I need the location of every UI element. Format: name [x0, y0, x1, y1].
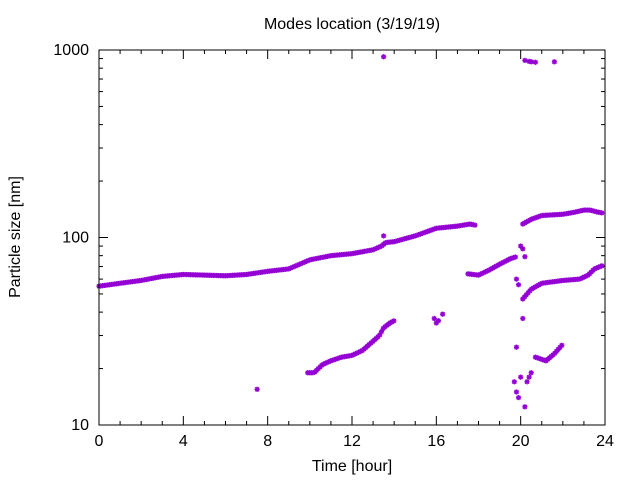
data-point	[511, 379, 517, 385]
data-point	[528, 370, 534, 376]
data-point	[599, 263, 605, 269]
x-tick-label: 12	[343, 433, 361, 450]
data-point	[518, 243, 524, 249]
data-point	[515, 395, 522, 401]
x-tick-label: 8	[263, 433, 272, 450]
data-points	[96, 54, 605, 410]
data-point	[532, 59, 539, 65]
y-tick-label: 100	[62, 230, 89, 247]
data-point	[520, 315, 526, 322]
data-point	[440, 311, 446, 317]
data-point	[522, 404, 528, 410]
y-tick-label: 1000	[53, 42, 89, 59]
data-point	[513, 389, 520, 395]
y-axis-label: Particle size [nm]	[7, 176, 24, 298]
data-point	[513, 276, 520, 282]
data-point	[599, 210, 605, 216]
data-point	[526, 374, 532, 380]
axis-ticks: 0 4 8 12 16 20 24 10 100 1000	[53, 42, 614, 450]
x-tick-label: 4	[179, 433, 188, 450]
data-point	[254, 386, 260, 392]
data-point	[520, 246, 526, 252]
x-tick-label: 24	[596, 433, 614, 450]
x-tick-label: 0	[95, 433, 104, 450]
plot-frame	[98, 49, 606, 426]
data-point	[518, 374, 524, 380]
data-point	[551, 59, 557, 65]
x-tick-label: 20	[512, 433, 530, 450]
data-point	[515, 282, 522, 288]
data-point	[559, 342, 565, 348]
data-point	[472, 222, 478, 228]
x-axis-label: Time [hour]	[312, 458, 392, 475]
data-point	[512, 254, 518, 260]
data-point	[524, 379, 530, 385]
data-point	[435, 318, 442, 324]
data-point	[513, 344, 520, 350]
data-point	[431, 315, 437, 322]
data-point	[522, 254, 528, 260]
y-tick-label: 10	[71, 417, 89, 434]
data-point	[381, 233, 387, 239]
data-point	[381, 54, 387, 60]
data-point	[522, 57, 528, 64]
chart-title: Modes location (3/19/19)	[264, 16, 440, 33]
data-point	[391, 318, 397, 324]
x-tick-label: 16	[427, 433, 445, 450]
